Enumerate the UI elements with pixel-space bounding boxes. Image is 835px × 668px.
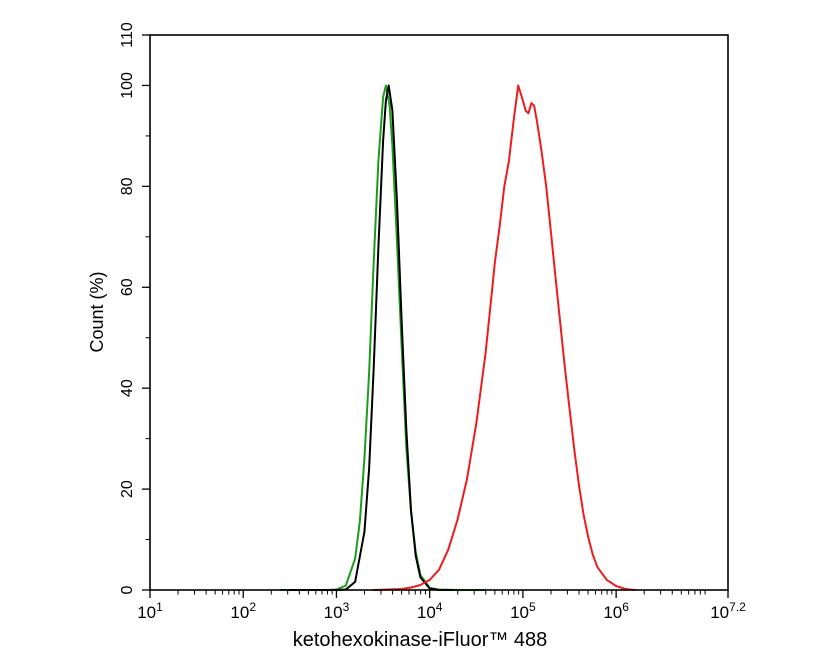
y-tick-label: 80	[119, 177, 136, 195]
series-layer	[279, 84, 636, 591]
y-tick-label: 40	[119, 379, 136, 397]
x-tick-label: 106	[603, 600, 629, 622]
x-tick-label: 107.2	[710, 600, 746, 622]
x-tick-label: 103	[324, 600, 350, 622]
y-axis-title: Count (%)	[87, 271, 107, 352]
x-tick-label: 105	[510, 600, 536, 622]
x-axis-title: ketohexokinase-iFluor™ 488	[293, 629, 548, 651]
x-tick-label: 104	[417, 600, 443, 622]
plot-frame	[149, 34, 729, 591]
x-tick-label: 102	[230, 600, 256, 622]
plot-frame-layer	[149, 34, 729, 591]
series-negative-control-black	[288, 84, 454, 591]
y-tick-label: 20	[119, 480, 136, 498]
y-tick-label: 100	[119, 72, 136, 99]
axis-ticks-layer: 101 102 103 104 105 106 107.2 0 20 40 60 80 100 110	[119, 22, 746, 622]
series-stained-sample-red	[372, 84, 636, 591]
y-tick-label: 0	[119, 585, 136, 594]
y-tick-label: 60	[119, 278, 136, 296]
y-tick-label: 110	[119, 22, 136, 48]
x-tick-label: 101	[137, 600, 163, 622]
